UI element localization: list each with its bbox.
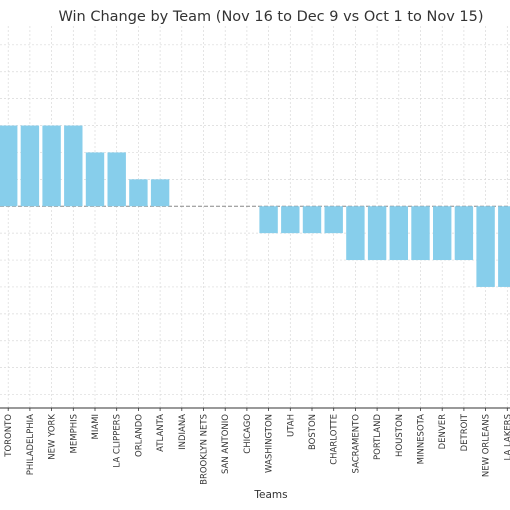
bar [411,206,430,261]
x-tick-label: NEW YORK [48,414,58,460]
bar [20,125,40,207]
x-tick-label: NEW ORLEANS [482,414,492,477]
x-tick-label: DETROIT [460,413,470,451]
bars [0,125,510,287]
bar [129,179,148,207]
bar [64,125,83,207]
x-tick-label: INDIANA [178,414,188,450]
bar [85,152,105,207]
x-tick-label: CHICAGO [243,414,253,454]
chart-title: Win Change by Team (Nov 16 to Dec 9 vs O… [58,9,483,25]
bar [42,125,61,207]
x-axis-label: Teams [253,489,287,501]
x-tick-label: BROOKLYN NETS [200,414,210,485]
bar [259,206,278,234]
x-tick-label: TORONTO [4,414,14,458]
x-tick-label: MINNESOTA [417,414,427,465]
bar [498,206,510,287]
x-tick-label: ATLANTA [156,414,166,452]
bar [389,206,408,261]
bar [150,179,170,207]
x-tick-label: HOUSTON [395,414,405,457]
x-tick-label: SAN ANTONIO [221,414,231,474]
x-tick-label: DENVER [438,414,448,449]
x-tick-label: PORTLAND [373,414,383,460]
bar [281,206,300,234]
x-tick-label: SACRAMENTO [351,414,361,474]
bar [346,206,365,261]
x-tick-labels: TORONTO PHILADELPHIA NEW YORK MEMPHIS MIAMI L… [4,408,510,485]
x-tick-label: MIAMI [91,414,101,440]
bar [324,206,343,234]
x-tick-label: LA CLIPPERS [113,414,123,468]
x-tick-label: PHILADELPHIA [26,414,36,475]
bar [454,206,474,261]
bar [0,125,18,207]
x-tick-label: UTAH [286,414,296,437]
x-tick-label: ORLANDO [134,414,144,457]
bar [433,206,452,261]
bar [302,206,322,234]
x-tick-label: MEMPHIS [69,414,79,453]
bar [367,206,387,261]
x-tick-label: WASHINGTON [265,414,275,473]
bar [107,152,126,207]
x-tick-label: BOSTON [308,414,318,450]
bar [476,206,495,287]
x-tick-label: LA LAKERS [503,414,510,460]
x-tick-label: CHARLOTTE [330,414,340,465]
